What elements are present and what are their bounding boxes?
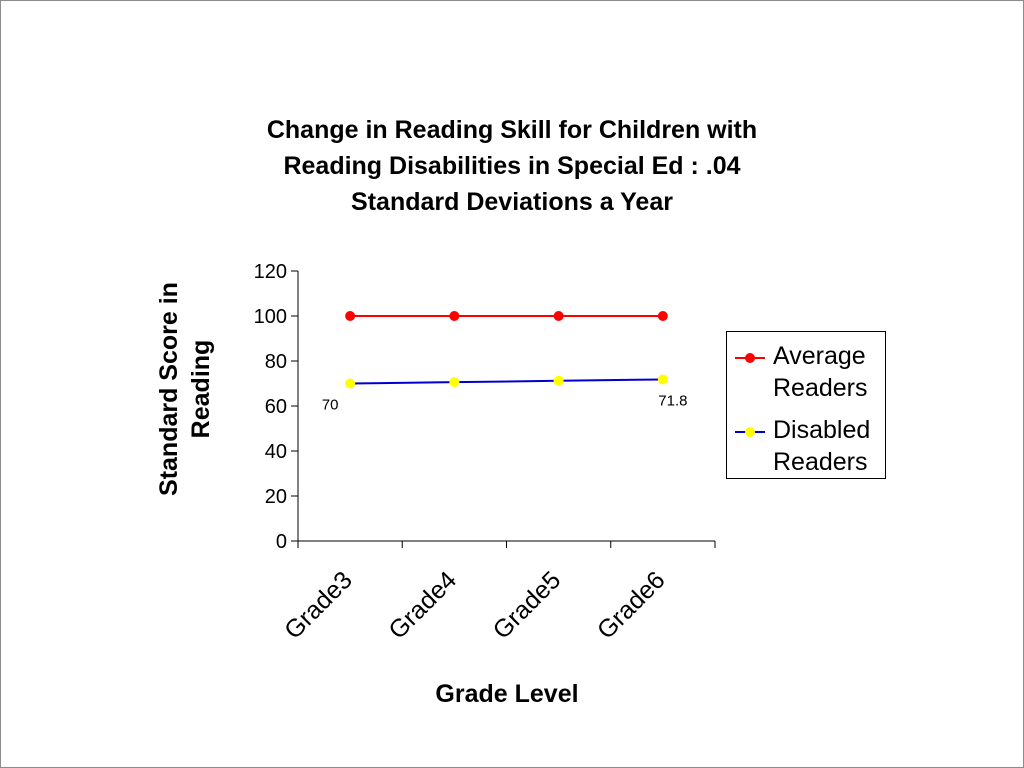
y-tick-label: 80 — [265, 351, 287, 373]
x-axis-title: Grade Level — [435, 680, 579, 708]
chart-title: Change in Reading Skill for Children wit… — [200, 112, 824, 220]
chart-axes — [291, 270, 716, 548]
data-label: 71.8 — [658, 392, 687, 409]
chart-title-line-1: Change in Reading Skill for Children wit… — [266, 116, 758, 144]
series-0-point — [449, 311, 460, 321]
chart-legend: Average Readers Disabled Readers — [726, 331, 886, 479]
y-tick-label: 20 — [265, 486, 287, 508]
x-tick-label: Grade6 — [592, 566, 671, 645]
series-0-point — [657, 311, 668, 321]
y-tick-label: 40 — [265, 441, 287, 463]
series-0-point — [553, 311, 564, 321]
series-1-point — [345, 378, 356, 389]
legend-swatch-average-readers — [735, 351, 765, 365]
series-1-point — [657, 374, 668, 385]
series-1-point — [449, 377, 460, 388]
series-0-point — [345, 311, 356, 321]
series-1-point — [553, 375, 564, 386]
series-line-1 — [350, 378, 663, 385]
legend-label-average-readers: Average Readers — [773, 342, 868, 402]
y-tick-label: 120 — [254, 261, 287, 283]
chart-labels: 0 20 40 60 80 100 120 Grade3 Grade4 Grade5 Grade6 7… — [254, 261, 688, 645]
y-tick-label: 100 — [254, 306, 287, 328]
chart-title-line-2: Reading Disabilities in Special Ed : .04 — [283, 152, 741, 180]
x-tick-label: Grade4 — [383, 566, 462, 645]
data-label: 70 — [322, 397, 339, 414]
legend-swatch-disabled-readers — [735, 425, 765, 439]
y-tick-label: 60 — [265, 396, 287, 418]
chart-series — [345, 311, 668, 389]
x-tick-label: Grade5 — [488, 566, 567, 645]
chart-title-line-3: Standard Deviations a Year — [351, 188, 673, 216]
x-tick-label: Grade3 — [279, 566, 358, 645]
legend-label-disabled-readers: Disabled Readers — [773, 416, 871, 476]
y-tick-label: 0 — [276, 531, 287, 553]
